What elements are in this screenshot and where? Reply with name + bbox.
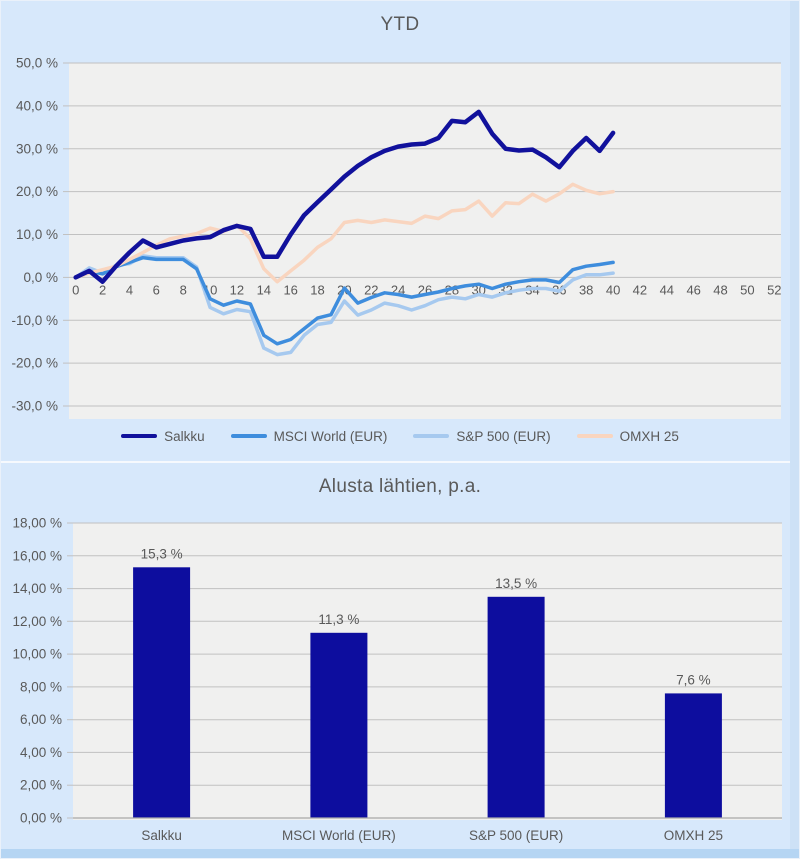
x-axis-label: 18 xyxy=(310,282,324,297)
legend-label: MSCI World (EUR) xyxy=(273,428,388,444)
legend-item-omxh-25: OMXH 25 xyxy=(576,428,679,444)
y-axis-label: 0,00 % xyxy=(20,811,62,826)
x-axis-label: 22 xyxy=(364,282,378,297)
window-bottom-edge xyxy=(1,849,799,858)
y-axis-label: 30,0 % xyxy=(16,141,58,156)
legend-swatch-s-p-500-eur xyxy=(413,433,450,439)
bar-value-label: 15,3 % xyxy=(141,546,183,561)
legend-swatch-omxh-25 xyxy=(576,433,613,439)
category-label: OMXH 25 xyxy=(664,828,723,843)
legend-item-msci-world-eur: MSCI World (EUR) xyxy=(230,428,388,444)
y-axis-label: 16,00 % xyxy=(12,548,62,563)
legend-item-salkku: Salkku xyxy=(121,429,205,444)
x-axis-label: 12 xyxy=(230,282,244,297)
bar-omxh-25 xyxy=(664,693,722,818)
x-axis-label: 44 xyxy=(660,282,674,297)
x-axis-label: 50 xyxy=(740,282,754,297)
x-axis-label: 52 xyxy=(767,282,781,297)
x-axis-label: 48 xyxy=(713,282,727,297)
y-axis-label: 12,00 % xyxy=(12,614,62,629)
y-axis-label: 40,0 % xyxy=(16,98,58,113)
y-axis-label: 4,00 % xyxy=(20,745,62,760)
bar-value-label: 13,5 % xyxy=(495,576,537,591)
y-axis-label: 2,00 % xyxy=(20,778,62,793)
bar-gridlines xyxy=(67,522,782,819)
y-axis-label: 20,0 % xyxy=(16,184,58,199)
x-axis-label: 14 xyxy=(257,282,271,297)
x-axis-labels: 0 2 4 6 8 10 12 14 16 18 20 22 24 26 28 30 32 34 36 38 40 42 4… xyxy=(72,282,781,297)
bar-plot-area xyxy=(73,523,782,820)
bar-msci-world-eur xyxy=(310,632,368,818)
window-right-edge xyxy=(790,1,799,858)
y-axis-label: 18,00 % xyxy=(12,516,62,531)
x-axis-label: 46 xyxy=(686,282,700,297)
x-axis-label: 6 xyxy=(153,282,160,297)
y-axis-label: 0,0 % xyxy=(23,270,58,285)
y-axis-label: -20,0 % xyxy=(11,356,58,371)
ytd-chart-legend: Salkku MSCI World (EUR) S&P 500 (EUR) OMXH … xyxy=(1,423,799,449)
legend-label: OMXH 25 xyxy=(619,428,679,444)
y-axis-label: 6,00 % xyxy=(20,712,62,727)
alusta-lahtien-chart-title: Alusta lähtien, p.a. xyxy=(318,476,482,497)
y-axis-label: 14,00 % xyxy=(12,581,62,596)
panel-divider xyxy=(1,461,799,463)
x-axis-label: 8 xyxy=(180,282,187,297)
x-axis-label: 0 xyxy=(72,282,79,297)
legend-label: Salkku xyxy=(164,428,205,444)
x-axis-label: 16 xyxy=(283,282,297,297)
series-line-salkku xyxy=(73,109,616,284)
bar-value-label: 7,6 % xyxy=(676,672,711,687)
series-line-omxh-25 xyxy=(73,182,615,284)
x-axis-label: 2 xyxy=(99,282,106,297)
x-axis-label: 40 xyxy=(606,282,620,297)
category-label: MSCI World (EUR) xyxy=(282,828,396,843)
ytd-line-chart: 50,0 % 40,0 % 30,0 % 20,0 % 10,0 % 0,0 % -10,0… xyxy=(11,56,782,419)
x-axis-label: 4 xyxy=(126,282,133,297)
y-axis-label: 8,00 % xyxy=(20,679,62,694)
y-axis-label: -10,0 % xyxy=(11,313,58,328)
category-label: S&P 500 (EUR) xyxy=(469,828,563,843)
x-axis-label: 42 xyxy=(633,282,647,297)
y-axis-label: -30,0 % xyxy=(11,399,58,414)
ytd-chart-title: YTD xyxy=(380,14,420,35)
legend-swatch-msci-world-eur xyxy=(230,433,267,439)
bar-salkku xyxy=(133,567,191,819)
x-axis-label: 38 xyxy=(579,282,593,297)
legend-swatch-salkku xyxy=(121,433,158,439)
bar-s-p-500-eur xyxy=(487,596,545,819)
category-label: Salkku xyxy=(141,828,182,843)
bar-value-label: 11,3 % xyxy=(318,612,359,627)
y-axis-label: 10,0 % xyxy=(16,227,58,242)
legend-item-s-p-500-eur: S&P 500 (EUR) xyxy=(413,428,551,444)
y-axis-label: 50,0 % xyxy=(16,56,58,71)
y-axis-label: 10,00 % xyxy=(12,647,62,662)
legend-label: S&P 500 (EUR) xyxy=(456,428,551,444)
series-line-msci-world-eur xyxy=(73,255,615,346)
